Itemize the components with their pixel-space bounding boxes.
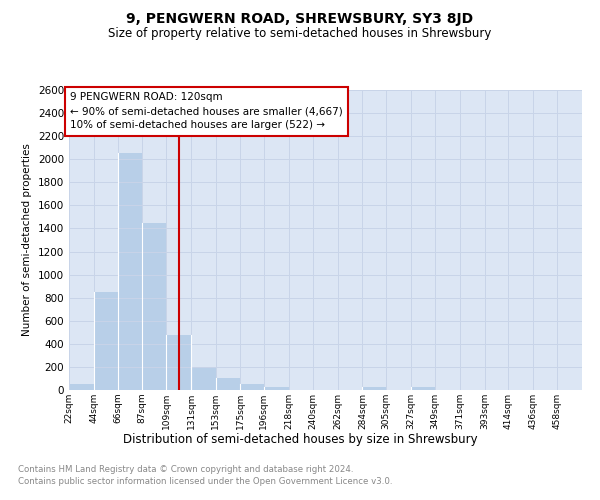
Y-axis label: Number of semi-detached properties: Number of semi-detached properties <box>22 144 32 336</box>
Text: 9, PENGWERN ROAD, SHREWSBURY, SY3 8JD: 9, PENGWERN ROAD, SHREWSBURY, SY3 8JD <box>127 12 473 26</box>
Text: Contains HM Land Registry data © Crown copyright and database right 2024.: Contains HM Land Registry data © Crown c… <box>18 465 353 474</box>
Text: Distribution of semi-detached houses by size in Shrewsbury: Distribution of semi-detached houses by … <box>122 432 478 446</box>
Text: Size of property relative to semi-detached houses in Shrewsbury: Size of property relative to semi-detach… <box>109 28 491 40</box>
Text: Contains public sector information licensed under the Open Government Licence v3: Contains public sector information licen… <box>18 478 392 486</box>
Text: 9 PENGWERN ROAD: 120sqm
← 90% of semi-detached houses are smaller (4,667)
10% of: 9 PENGWERN ROAD: 120sqm ← 90% of semi-de… <box>70 92 343 130</box>
